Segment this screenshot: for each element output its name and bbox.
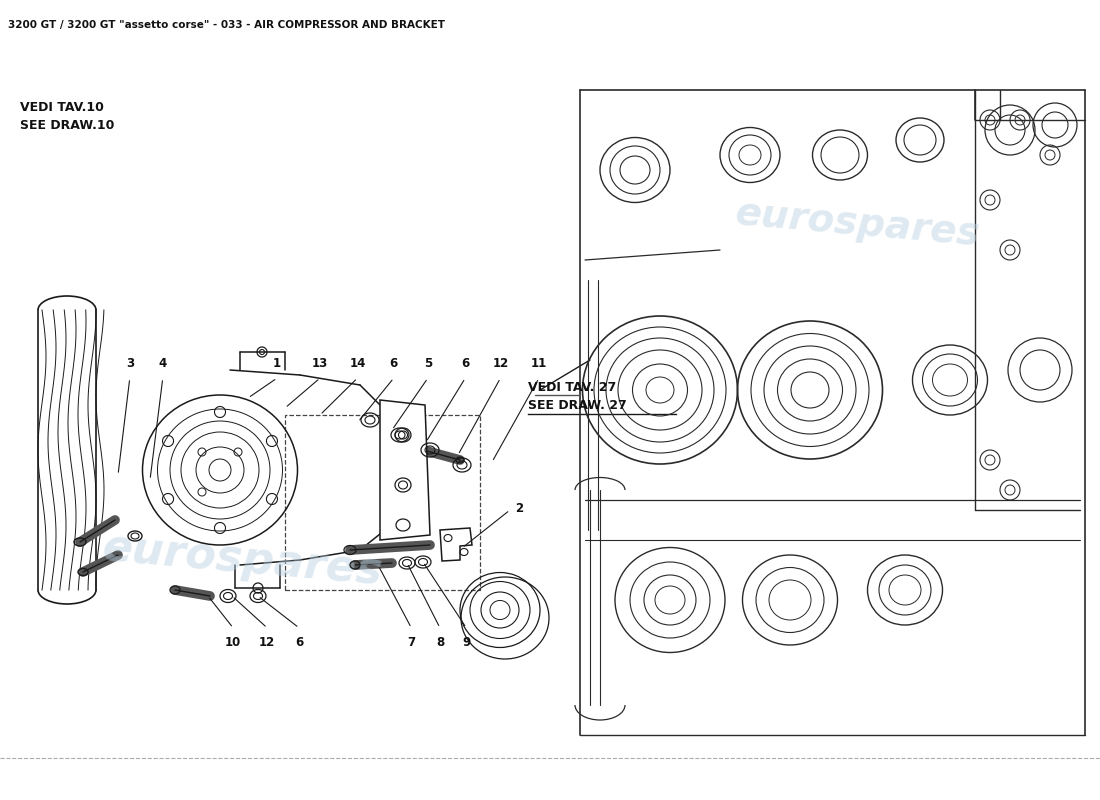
Text: 6: 6 (295, 636, 304, 649)
Text: VEDI TAV.10: VEDI TAV.10 (20, 101, 103, 114)
Text: 6: 6 (389, 357, 398, 370)
Text: SEE DRAW.10: SEE DRAW.10 (20, 119, 114, 132)
Polygon shape (379, 400, 430, 540)
Text: eurospares: eurospares (734, 194, 982, 254)
Text: 2: 2 (515, 502, 524, 514)
Text: eurospares: eurospares (100, 526, 384, 594)
Text: 3200 GT / 3200 GT "assetto corse" - 033 - AIR COMPRESSOR AND BRACKET: 3200 GT / 3200 GT "assetto corse" - 033 … (8, 20, 446, 30)
Polygon shape (440, 528, 472, 561)
Text: 7: 7 (407, 636, 416, 649)
Text: 8: 8 (436, 636, 444, 649)
Text: 3: 3 (125, 357, 134, 370)
Text: 12: 12 (493, 357, 508, 370)
Text: VEDI TAV. 27: VEDI TAV. 27 (528, 381, 616, 394)
Text: 11: 11 (531, 357, 547, 370)
Text: 9: 9 (462, 636, 471, 649)
Text: 12: 12 (260, 636, 275, 649)
Text: 13: 13 (312, 357, 328, 370)
Text: 5: 5 (424, 357, 432, 370)
Text: 6: 6 (461, 357, 470, 370)
Text: 1: 1 (273, 357, 282, 370)
Text: 14: 14 (350, 357, 365, 370)
Text: 10: 10 (226, 636, 241, 649)
Text: 4: 4 (158, 357, 167, 370)
Text: SEE DRAW. 27: SEE DRAW. 27 (528, 399, 627, 412)
